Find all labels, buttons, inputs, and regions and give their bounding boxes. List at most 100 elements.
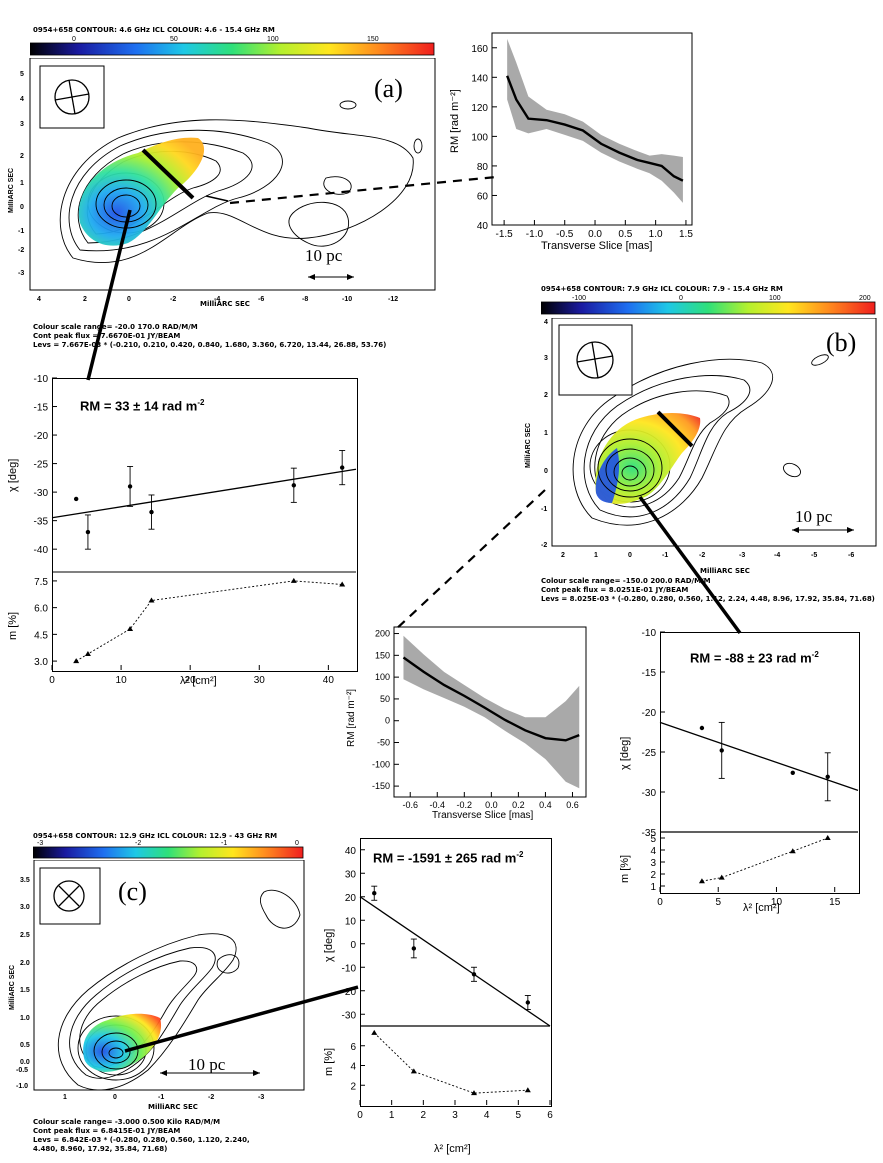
x-tick: -5 xyxy=(811,552,817,559)
fit-c-frame xyxy=(360,838,552,1107)
x-tick-label: 5 xyxy=(715,897,721,908)
m-point xyxy=(339,581,346,587)
chi-tick-label: 0 xyxy=(350,940,356,951)
y-tick-label: 0 xyxy=(385,716,390,726)
y-tick-label: 200 xyxy=(375,629,390,639)
x-tick: 2 xyxy=(561,552,565,559)
fit-b-frame xyxy=(660,632,860,894)
chi-tick-label: 40 xyxy=(345,846,357,857)
panel-c-note: Cont peak flux = 6.8415E-01 JY/BEAM xyxy=(33,1127,181,1135)
x-tick: -2 xyxy=(699,552,705,559)
panel-a-note: Cont peak flux = 7.6670E-01 JY/BEAM xyxy=(33,332,181,340)
y-axis-label: MilliARC SEC xyxy=(525,423,532,468)
y-tick: 3 xyxy=(20,121,24,128)
chi-tick-label: -35 xyxy=(642,828,657,839)
m-tick-label: 4.5 xyxy=(34,630,48,641)
x-tick: -12 xyxy=(388,296,398,303)
x-tick-label: -1.5 xyxy=(496,229,514,240)
x-tick-label: 2 xyxy=(421,1110,427,1121)
x-tick: 1 xyxy=(63,1094,67,1100)
m-tick-label: 7.5 xyxy=(34,577,48,588)
y-tick: -2 xyxy=(18,247,24,254)
colorbar-tick: 0 xyxy=(295,840,299,847)
y-tick-label: 80 xyxy=(477,162,489,173)
panel-b-note: Levs = 8.025E-03 * (-0.280, 0.280, 0.560… xyxy=(541,595,875,603)
panel-a-note: Levs = 7.667E-03 * (-0.210, 0.210, 0.420… xyxy=(33,341,387,349)
chi-point xyxy=(85,529,91,535)
slice-b-plot: -0.6 -0.4 -0.2 0.0 0.2 0.4 0.6 200 150 100 50 0 -50 -… xyxy=(346,626,587,821)
slice-b-rm-curve xyxy=(402,656,580,742)
x-tick-label: -0.6 xyxy=(402,800,418,810)
y-tick: -1 xyxy=(18,228,24,235)
m-tick-label: 3.0 xyxy=(34,657,48,668)
fit-a-chi-label: χ [deg] xyxy=(7,459,19,492)
panel-a-note: Colour scale range= -20.0 170.0 RAD/M/M xyxy=(33,323,198,331)
colorbar-tick: 100 xyxy=(769,295,781,302)
m-point xyxy=(290,577,297,583)
x-tick-label: 0.4 xyxy=(539,800,552,810)
x-tick: -2 xyxy=(170,296,176,303)
panel-b-colorbar: -100 0 100 200 xyxy=(541,295,876,315)
colorbar-tick: -2 xyxy=(135,840,141,847)
x-tick-label: 30 xyxy=(254,675,266,686)
slice-a-error-band xyxy=(507,38,683,203)
m-tick-label: 1 xyxy=(650,882,656,893)
chi-tick-label: -30 xyxy=(642,788,657,799)
y-tick-label: 120 xyxy=(471,103,488,114)
x-tick-label: -0.5 xyxy=(556,229,574,240)
colorbar-tick: 150 xyxy=(367,36,379,43)
slice-a-y-label: RM [rad m⁻²] xyxy=(449,89,461,153)
x-tick: -6 xyxy=(848,552,854,559)
colorbar-tick: -3 xyxy=(37,840,43,847)
fit-c-x-label: λ² [cm²] xyxy=(434,1143,471,1155)
panel-a-label: (a) xyxy=(374,74,403,103)
y-tick: 0.5 xyxy=(20,1042,30,1049)
chi-point xyxy=(339,465,345,470)
x-tick: -4 xyxy=(774,552,780,559)
x-tick: 2 xyxy=(83,296,87,303)
chi-point xyxy=(127,484,133,489)
chi-point xyxy=(790,770,795,775)
chi-tick-label: -25 xyxy=(34,460,49,471)
x-tick-label: 0.0 xyxy=(588,229,602,240)
chi-tick-label: -20 xyxy=(342,987,357,998)
x-tick-label: 3 xyxy=(452,1110,458,1121)
x-tick-label: 0.0 xyxy=(485,800,498,810)
y-tick-label: 50 xyxy=(380,694,390,704)
slice-b-x-label: Transverse Slice [mas] xyxy=(432,810,534,821)
y-tick: 1.0 xyxy=(20,1015,30,1022)
m-tick-label: 4 xyxy=(650,846,656,857)
slice-a-rm-curve xyxy=(506,75,684,182)
fit-b-title: RM = -88 ± 23 rad m-2 xyxy=(690,650,819,666)
chi-tick-label: -10 xyxy=(342,963,357,974)
colorbar-tick: -1 xyxy=(221,840,227,847)
panel-c-colorbar: -3 -2 -1 0 xyxy=(33,840,304,859)
m-tick-label: 2 xyxy=(350,1081,356,1092)
x-tick-label: 6 xyxy=(547,1110,553,1121)
m-point xyxy=(718,874,725,880)
y-tick: -0.5 xyxy=(16,1067,28,1074)
chi-point xyxy=(291,483,297,488)
x-tick-label: 40 xyxy=(323,675,335,686)
x-tick-label: 0.2 xyxy=(512,800,525,810)
x-tick-label: 5 xyxy=(516,1110,522,1121)
y-tick-label: -50 xyxy=(377,738,390,748)
chi-tick-label: -35 xyxy=(34,517,49,528)
y-axis-label: MilliARC SEC xyxy=(9,965,16,1010)
y-tick: 1 xyxy=(544,430,548,437)
x-tick: -10 xyxy=(342,296,352,303)
x-tick: -6 xyxy=(258,296,264,303)
y-tick-label: -100 xyxy=(372,759,390,769)
y-tick: 2 xyxy=(544,392,548,399)
fit-line xyxy=(51,468,357,519)
x-tick: 0 xyxy=(113,1094,117,1100)
x-tick-label: 20 xyxy=(185,675,197,686)
chi-point xyxy=(372,891,377,896)
y-tick: 2 xyxy=(20,153,24,160)
chi-tick-label: -40 xyxy=(34,545,49,556)
chi-point xyxy=(411,946,417,951)
colorbar-tick: 0 xyxy=(72,36,76,43)
y-tick-label: 160 xyxy=(471,44,488,55)
colorbar-tick: -100 xyxy=(572,295,586,302)
